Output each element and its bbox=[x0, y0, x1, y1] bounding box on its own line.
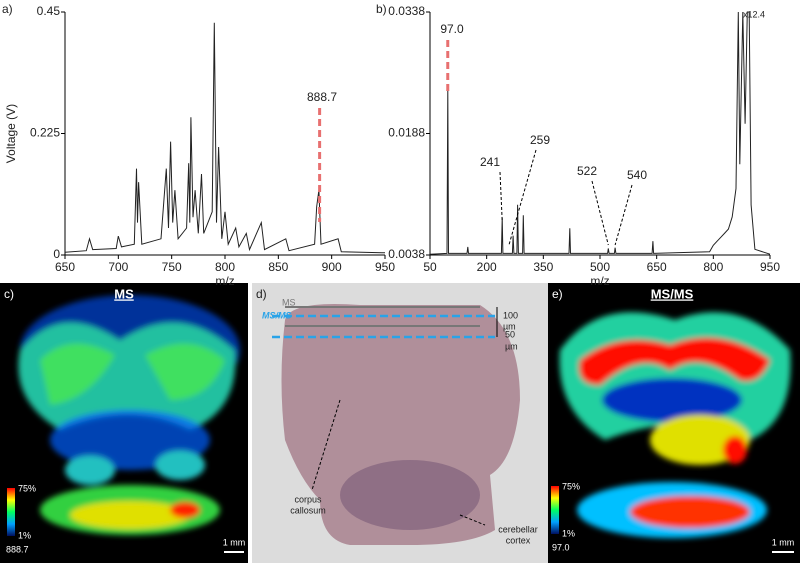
mz-label: 888.7 bbox=[6, 544, 29, 554]
scale-max: 75% bbox=[562, 481, 580, 491]
color-bar bbox=[7, 488, 15, 536]
x-axis-label: m/z bbox=[590, 274, 609, 288]
mz-label: 97.0 bbox=[552, 542, 570, 552]
annotation: 97.0 bbox=[440, 22, 464, 36]
region-label: cortex bbox=[506, 535, 531, 545]
x-tick-label: 800 bbox=[703, 260, 723, 274]
line-label: MS bbox=[282, 297, 296, 307]
line-label: MS/MS bbox=[262, 310, 292, 320]
x-axis-label: m/z bbox=[215, 274, 234, 288]
x-tick-label: 350 bbox=[533, 260, 553, 274]
scale-bar-label: 1 mm bbox=[772, 537, 795, 547]
panel-title: MS/MS bbox=[651, 286, 694, 301]
x-tick-label: 900 bbox=[322, 260, 342, 274]
panel-label: e) bbox=[552, 287, 563, 301]
x-tick-label: 800 bbox=[215, 260, 235, 274]
y-tick-label: 0 bbox=[53, 247, 60, 261]
annotation: 259 bbox=[530, 133, 550, 147]
spectrum-line bbox=[429, 11, 771, 255]
annotation: 241 bbox=[480, 155, 500, 169]
leader bbox=[459, 514, 486, 526]
y-tick-label: 0.0038 bbox=[388, 247, 425, 261]
gap-label: 100 bbox=[503, 310, 518, 320]
y-tick-label: 0.45 bbox=[37, 4, 61, 18]
panel-label: d) bbox=[256, 287, 267, 301]
scale-max: 75% bbox=[18, 483, 36, 493]
leader bbox=[311, 399, 341, 491]
scale-min: 1% bbox=[562, 528, 575, 538]
x-tick-label: 950 bbox=[375, 260, 395, 274]
region-label: callosum bbox=[290, 505, 326, 515]
panel-d: d) MS MS/MS 100 µm 50 µm corpus callosum… bbox=[252, 283, 548, 563]
annotation: x12.4 bbox=[743, 9, 765, 19]
scale-bar-label: 1 mm bbox=[223, 537, 246, 547]
panel-label: a) bbox=[2, 2, 13, 16]
scale-min: 1% bbox=[18, 530, 31, 540]
gap-label: 50 bbox=[505, 329, 515, 339]
x-tick-label: 650 bbox=[647, 260, 667, 274]
y-tick-label: 0.225 bbox=[30, 126, 60, 140]
annotation: 522 bbox=[577, 164, 597, 178]
x-tick-label: 200 bbox=[477, 260, 497, 274]
annotation-leader bbox=[499, 171, 503, 221]
spectrum-line bbox=[64, 22, 386, 254]
x-tick-label: 650 bbox=[55, 260, 75, 274]
region-label: corpus bbox=[294, 494, 322, 504]
annotation: 540 bbox=[627, 168, 647, 182]
panel-label: b) bbox=[376, 2, 387, 16]
annotation-leader bbox=[508, 149, 537, 246]
y-axis-label: Voltage (V) bbox=[4, 104, 18, 163]
x-tick-label: 950 bbox=[760, 260, 780, 274]
x-tick-label: 500 bbox=[590, 260, 610, 274]
annotation-leader bbox=[591, 180, 609, 246]
cerebellum bbox=[340, 460, 480, 530]
gap-unit: µm bbox=[503, 321, 516, 331]
x-tick-label: 750 bbox=[162, 260, 182, 274]
panel-label: c) bbox=[4, 287, 14, 301]
panel-c: c) MS 75% 1% 888.7 1 mm bbox=[0, 283, 248, 563]
color-bar bbox=[551, 486, 559, 534]
x-tick-label: 700 bbox=[108, 260, 128, 274]
panel-e: e) MS/MS 75% 1% 97.0 1 mm bbox=[548, 283, 800, 563]
region-label: cerebellar bbox=[498, 524, 538, 534]
annotation-leader bbox=[614, 184, 633, 246]
y-tick-label: 0.0188 bbox=[388, 126, 425, 140]
heatmap bbox=[559, 312, 791, 538]
gap-unit: µm bbox=[505, 341, 518, 351]
y-tick-label: 0.0338 bbox=[388, 4, 425, 18]
x-tick-label: 50 bbox=[423, 260, 437, 274]
panel-title: MS bbox=[114, 286, 134, 301]
heatmap bbox=[18, 295, 240, 535]
x-tick-label: 850 bbox=[268, 260, 288, 274]
annotation: 888.7 bbox=[307, 90, 337, 104]
